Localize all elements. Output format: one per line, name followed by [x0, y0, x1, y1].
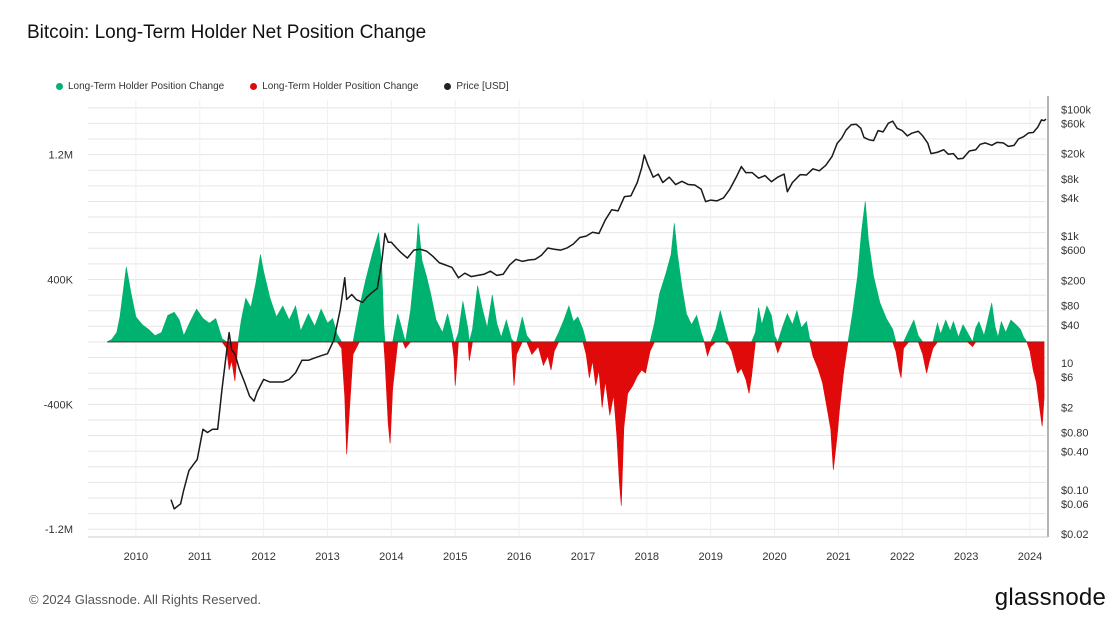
x-tick-label: 2017 [571, 551, 595, 563]
x-tick-label: 2016 [507, 551, 531, 563]
legend-label-positive: Long-Term Holder Position Change [68, 81, 225, 92]
chart-title: Bitcoin: Long-Term Holder Net Position C… [27, 22, 427, 43]
x-tick-label: 2024 [1018, 551, 1042, 563]
legend-label-negative: Long-Term Holder Position Change [262, 81, 419, 92]
y-right-tick-label: $0.80 [1061, 427, 1089, 439]
y-right-tick-label: $4k [1061, 193, 1079, 205]
y-left-tick-label: -1.2M [45, 524, 73, 536]
positive-change-area [107, 201, 1045, 343]
axis-layer: 2010 2011 2012 2013 2014 2015 2016 2017 2018 2019… [44, 104, 1092, 563]
legend-item-positive[interactable]: Long-Term Holder Position Change [56, 81, 224, 92]
y-right-tick-label: $0.06 [1061, 499, 1089, 511]
y-right-tick-label: $600 [1061, 245, 1085, 257]
y-right-tick-label: $6 [1061, 372, 1073, 384]
y-right-tick-label: $100k [1061, 104, 1091, 116]
brand-logo[interactable]: glassnode [994, 584, 1106, 611]
x-tick-label: 2023 [954, 551, 978, 563]
x-tick-label: 2010 [124, 551, 148, 563]
x-tick-label: 2021 [826, 551, 850, 563]
y-left-tick-label: 400K [47, 274, 73, 286]
y-right-tick-label: $60k [1061, 118, 1085, 130]
y-right-tick-label: $8k [1061, 174, 1079, 186]
y-right-tick-label: $20k [1061, 149, 1085, 161]
y-left-tick-label: -400K [44, 399, 74, 411]
x-tick-label: 2019 [698, 551, 722, 563]
x-tick-label: 2020 [762, 551, 786, 563]
x-tick-label: 2014 [379, 551, 403, 563]
y-right-tick-label: $1k [1061, 231, 1079, 243]
copyright-text: © 2024 Glassnode. All Rights Reserved. [29, 592, 262, 607]
y-right-tick-label: $2 [1061, 402, 1073, 414]
y-right-tick-label: $80 [1061, 301, 1079, 313]
x-tick-label: 2013 [315, 551, 339, 563]
position-change-area [107, 201, 1045, 506]
price-line [170, 118, 1047, 510]
y-right-tick-label: $0.10 [1061, 485, 1089, 497]
legend-item-price[interactable]: Price [USD] [444, 81, 509, 92]
x-tick-label: 2018 [635, 551, 659, 563]
legend-label-price: Price [USD] [456, 81, 509, 92]
negative-change-area [107, 341, 1045, 506]
x-tick-label: 2011 [188, 551, 212, 563]
y-right-tick-label: 10 [1061, 358, 1073, 370]
y-right-tick-label: $0.40 [1061, 447, 1089, 459]
grid-layer [88, 96, 1049, 538]
x-tick-label: 2012 [251, 551, 275, 563]
y-left-tick-label: 1.2M [49, 150, 73, 162]
price-line-layer [170, 118, 1047, 510]
legend-dot-price [444, 83, 452, 90]
y-right-tick-label: $40 [1061, 320, 1079, 332]
legend-dot-positive [56, 83, 63, 90]
legend-item-negative[interactable]: Long-Term Holder Position Change [250, 81, 418, 92]
legend-dot-negative [250, 83, 258, 90]
y-right-tick-label: $0.02 [1061, 529, 1089, 541]
x-tick-label: 2015 [443, 551, 467, 563]
x-tick-label: 2022 [890, 551, 914, 563]
y-right-tick-label: $200 [1061, 275, 1085, 287]
legend: Long-Term Holder Position Change Long-Te… [56, 81, 509, 92]
